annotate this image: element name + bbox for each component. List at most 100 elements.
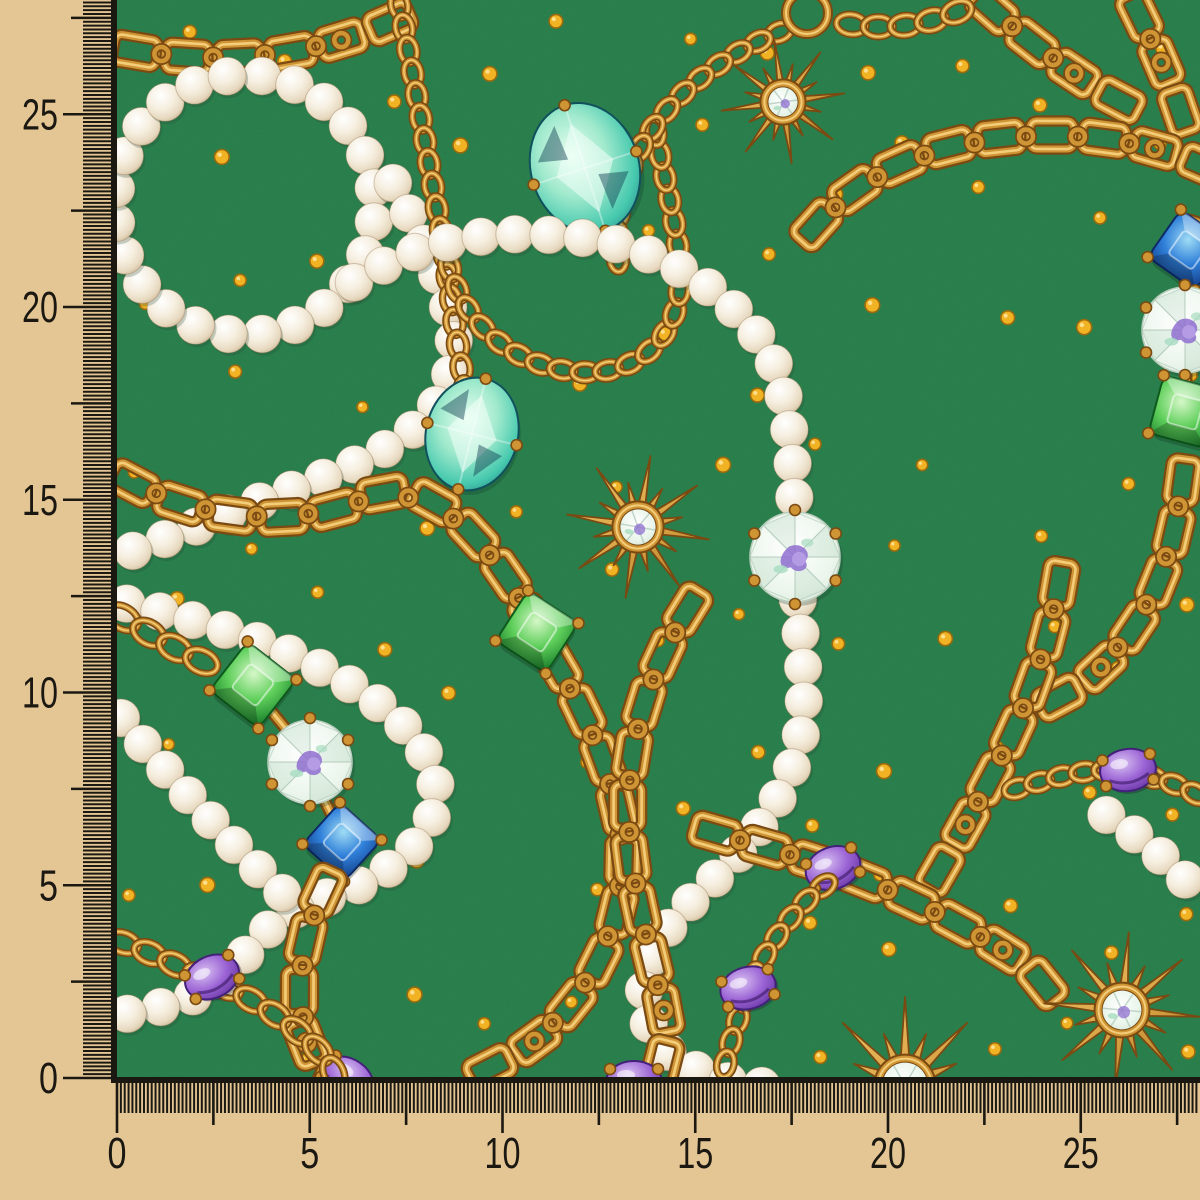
gold-prong xyxy=(479,372,493,385)
gold-prong xyxy=(527,178,540,191)
gold-prong xyxy=(1099,779,1113,793)
gold-dot xyxy=(356,400,369,414)
gold-dot xyxy=(971,180,986,195)
pearl xyxy=(122,265,162,305)
ruler-label: 10 xyxy=(22,669,58,718)
diamond-gem xyxy=(1139,278,1200,382)
pearl xyxy=(394,827,434,867)
pearl xyxy=(1114,814,1154,854)
gold-prong xyxy=(252,722,265,735)
pearl xyxy=(784,681,824,721)
gold-dot xyxy=(808,437,822,451)
emerald-gem xyxy=(489,584,585,680)
gold-dot xyxy=(1121,476,1136,491)
pearl xyxy=(1165,860,1200,900)
gold-dot xyxy=(509,505,524,519)
gold-dot xyxy=(875,762,893,780)
sunburst-motif xyxy=(566,455,710,599)
pearl xyxy=(754,344,794,384)
pearl xyxy=(783,647,823,687)
pearl xyxy=(395,232,435,272)
gold-dot xyxy=(310,585,325,600)
gold-prong xyxy=(1096,754,1109,767)
diamond-gem xyxy=(265,711,355,813)
gold-prong xyxy=(521,584,535,597)
pearl-strand xyxy=(1086,795,1200,902)
ruler-label: 20 xyxy=(870,1129,906,1178)
gold-prong xyxy=(747,527,761,540)
gold-prong xyxy=(241,635,254,648)
pearl xyxy=(176,305,216,345)
gold-prong xyxy=(333,796,347,809)
pearl xyxy=(168,775,208,815)
gold-prong xyxy=(203,684,216,697)
gold-prong xyxy=(265,777,279,791)
gold-prong xyxy=(341,777,355,791)
pearl xyxy=(123,724,163,764)
gold-dot xyxy=(406,986,423,1003)
gold-prong xyxy=(853,865,867,879)
pearl xyxy=(207,56,247,96)
ruler-label: 0 xyxy=(108,1129,127,1178)
gold-dot xyxy=(1104,945,1119,961)
gold-prong xyxy=(572,616,585,630)
gold-dot xyxy=(831,636,846,651)
gold-dot xyxy=(386,94,402,110)
gold-dot xyxy=(162,737,176,751)
gold-prong xyxy=(721,1000,735,1014)
gold-dot xyxy=(805,818,820,833)
gold-dot xyxy=(714,456,732,474)
pearl xyxy=(117,136,145,176)
clasp-ring xyxy=(781,0,833,39)
left-ruler-labels: 25 20 15 10 5 0 xyxy=(22,90,58,1103)
pearl xyxy=(736,315,776,355)
pearl xyxy=(330,664,370,704)
gold-dot xyxy=(309,253,325,269)
gold-dot xyxy=(1060,1016,1074,1030)
pearl xyxy=(304,288,344,328)
pearl xyxy=(146,288,186,328)
gold-dot xyxy=(481,65,498,82)
gold-dot xyxy=(864,297,881,314)
gold-prong xyxy=(510,438,523,452)
gold-prong xyxy=(1178,278,1192,292)
gold-prong xyxy=(265,733,279,747)
teal-gem xyxy=(527,98,645,238)
gold-prong xyxy=(1157,368,1171,382)
pearl xyxy=(671,882,711,922)
pearl xyxy=(412,798,452,838)
pearl xyxy=(242,56,282,96)
gold-prong xyxy=(788,597,802,611)
gold-dot xyxy=(477,1016,492,1031)
diamond-gem xyxy=(747,503,843,611)
pearl xyxy=(145,750,185,790)
pearl xyxy=(758,778,798,818)
gold-prong xyxy=(844,841,858,854)
pearl xyxy=(781,613,821,653)
pearl xyxy=(345,135,385,175)
pearl xyxy=(427,223,467,263)
gold-prong xyxy=(1143,747,1157,761)
ruler-label: 5 xyxy=(39,861,58,910)
pearl xyxy=(238,849,278,889)
bottom-ruler-labels: 0 5 10 15 20 25 xyxy=(108,1129,1099,1178)
gold-dot xyxy=(987,1041,1002,1057)
pearl xyxy=(214,825,254,865)
gold-prong xyxy=(715,975,728,988)
pearl xyxy=(563,218,603,258)
gold-prong xyxy=(290,673,303,686)
ruler-label: 0 xyxy=(39,1054,58,1103)
gold-prong xyxy=(539,667,553,680)
gold-prong xyxy=(221,948,235,962)
gold-dot xyxy=(1093,210,1107,225)
gold-prong xyxy=(303,711,317,725)
fabric-print xyxy=(117,0,1200,1078)
ruler-label: 15 xyxy=(677,1129,713,1178)
gold-dot xyxy=(675,800,691,817)
gold-chain-cable xyxy=(117,601,222,678)
pearl xyxy=(117,169,136,209)
pearl xyxy=(354,202,394,242)
gold-dot xyxy=(888,539,901,552)
